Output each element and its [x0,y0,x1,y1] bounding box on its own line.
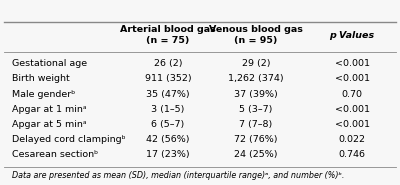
Text: 72 (76%): 72 (76%) [234,135,278,144]
Text: Birth weight: Birth weight [12,75,70,83]
Text: Apgar at 5 minᵃ: Apgar at 5 minᵃ [12,120,87,129]
Text: 42 (56%): 42 (56%) [146,135,190,144]
Text: 0.022: 0.022 [338,135,366,144]
Text: Male genderᵇ: Male genderᵇ [12,90,75,99]
Text: 3 (1–5): 3 (1–5) [151,105,185,114]
Text: <0.001: <0.001 [334,75,370,83]
Text: Delayed cord clampingᵇ: Delayed cord clampingᵇ [12,135,126,144]
Text: 29 (2): 29 (2) [242,59,270,68]
Text: 17 (23%): 17 (23%) [146,150,190,159]
Text: 6 (5–7): 6 (5–7) [151,120,185,129]
Text: Cesarean sectionᵇ: Cesarean sectionᵇ [12,150,98,159]
Text: p Values: p Values [330,31,374,40]
Text: 1,262 (374): 1,262 (374) [228,75,284,83]
Text: Apgar at 1 minᵃ: Apgar at 1 minᵃ [12,105,87,114]
Text: Data are presented as mean (SD), median (interquartile range)ᵃ, and number (%)ᵇ.: Data are presented as mean (SD), median … [12,171,344,180]
Text: 7 (7–8): 7 (7–8) [239,120,273,129]
Text: 5 (3–7): 5 (3–7) [239,105,273,114]
Text: Arterial blood gas
(n = 75): Arterial blood gas (n = 75) [120,26,216,45]
Text: <0.001: <0.001 [334,120,370,129]
Text: Gestational age: Gestational age [12,59,87,68]
Text: Venous blood gas
(n = 95): Venous blood gas (n = 95) [209,26,303,45]
Text: 0.746: 0.746 [338,150,366,159]
Text: <0.001: <0.001 [334,105,370,114]
Text: 35 (47%): 35 (47%) [146,90,190,99]
Text: 0.70: 0.70 [342,90,362,99]
Text: 26 (2): 26 (2) [154,59,182,68]
Text: 24 (25%): 24 (25%) [234,150,278,159]
Text: 37 (39%): 37 (39%) [234,90,278,99]
Text: <0.001: <0.001 [334,59,370,68]
Text: 911 (352): 911 (352) [145,75,191,83]
